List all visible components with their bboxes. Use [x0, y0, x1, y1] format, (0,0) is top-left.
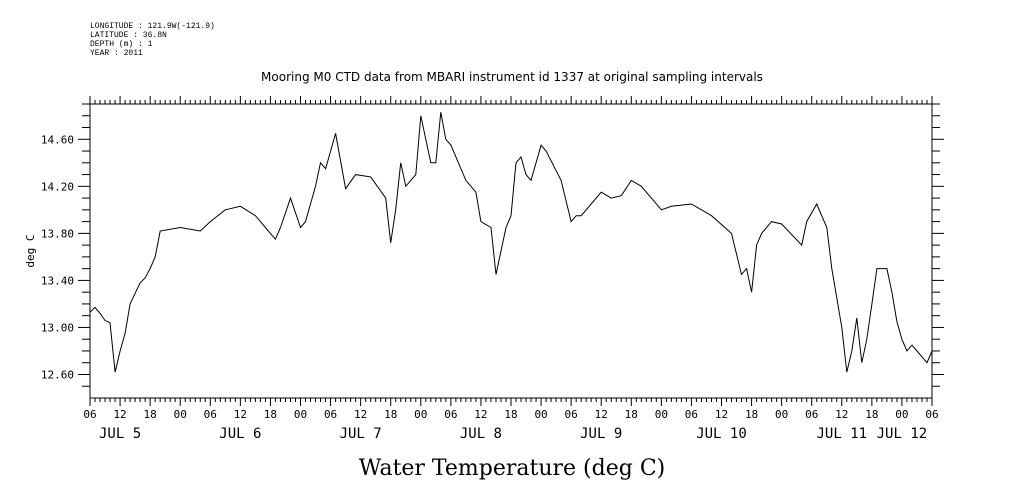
x-day-label: JUL 8	[460, 426, 502, 442]
y-tick-label: 13.40	[41, 274, 74, 287]
x-tick-label: 12	[234, 408, 247, 421]
x-tick-label: 00	[414, 408, 427, 421]
x-tick-label: 00	[775, 408, 788, 421]
x-tick-label: 06	[324, 408, 337, 421]
x-tick-label: 00	[534, 408, 547, 421]
x-day-label: JUL 7	[340, 426, 382, 442]
x-tick-label: 12	[474, 408, 487, 421]
x-day-label: JUL 6	[219, 426, 261, 442]
x-tick-label: 18	[504, 408, 517, 421]
x-tick-label: 18	[865, 408, 878, 421]
x-tick-label: 18	[264, 408, 277, 421]
x-day-label: JUL 10	[696, 426, 747, 442]
x-tick-label: 12	[113, 408, 126, 421]
x-tick-label: 00	[174, 408, 187, 421]
y-tick-label: 14.20	[41, 180, 74, 193]
x-day-label: JUL 11	[816, 426, 867, 442]
temperature-series-line	[89, 112, 933, 373]
y-tick-label: 13.80	[41, 227, 74, 240]
x-tick-label: 18	[745, 408, 758, 421]
x-tick-label: 06	[444, 408, 457, 421]
x-tick-label: 12	[715, 408, 728, 421]
y-axis-label: deg C	[24, 234, 37, 267]
y-tick-label: 14.60	[41, 133, 74, 146]
x-tick-label: 06	[805, 408, 818, 421]
x-tick-label: 18	[144, 408, 157, 421]
x-tick-label: 06	[925, 408, 938, 421]
minor-ticks	[94, 100, 928, 402]
x-axis-label: Water Temperature (deg C)	[359, 456, 666, 481]
x-tick-label: 18	[625, 408, 638, 421]
x-axis: 06 12 18 00 06 12 18 00 06 12 18 00 06 12 18 00 06 12 18 00…	[83, 96, 939, 442]
y-tick-label: 12.60	[41, 368, 74, 381]
x-day-label: JUL 12	[877, 426, 928, 442]
y-tick-label: 13.00	[41, 321, 74, 334]
y-axis: 12.60 13.00 13.40 13.80 14.20 14.60	[41, 103, 944, 387]
plot-frame	[89, 103, 933, 399]
x-tick-label: 12	[595, 408, 608, 421]
x-tick-label: 06	[685, 408, 698, 421]
x-tick-label: 06	[565, 408, 578, 421]
x-tick-label: 00	[655, 408, 668, 421]
latitude-label: LATITUDE : 36.8N	[90, 31, 167, 40]
x-tick-label: 06	[83, 408, 96, 421]
header-metadata: LONGITUDE : 121.9W(-121.9) LATITUDE : 36…	[90, 22, 215, 58]
x-tick-label: 06	[204, 408, 217, 421]
x-tick-label: 00	[895, 408, 908, 421]
depth-label: DEPTH (m) : 1	[90, 40, 153, 49]
x-tick-label: 12	[835, 408, 848, 421]
longitude-label: LONGITUDE : 121.9W(-121.9)	[90, 22, 215, 31]
chart-title: Mooring M0 CTD data from MBARI instrumen…	[261, 70, 763, 84]
x-tick-label: 00	[294, 408, 307, 421]
year-label: YEAR : 2011	[90, 49, 143, 58]
x-tick-label: 18	[384, 408, 397, 421]
x-day-label: JUL 5	[99, 426, 141, 442]
x-tick-label: 12	[354, 408, 367, 421]
x-day-label: JUL 9	[580, 426, 622, 442]
